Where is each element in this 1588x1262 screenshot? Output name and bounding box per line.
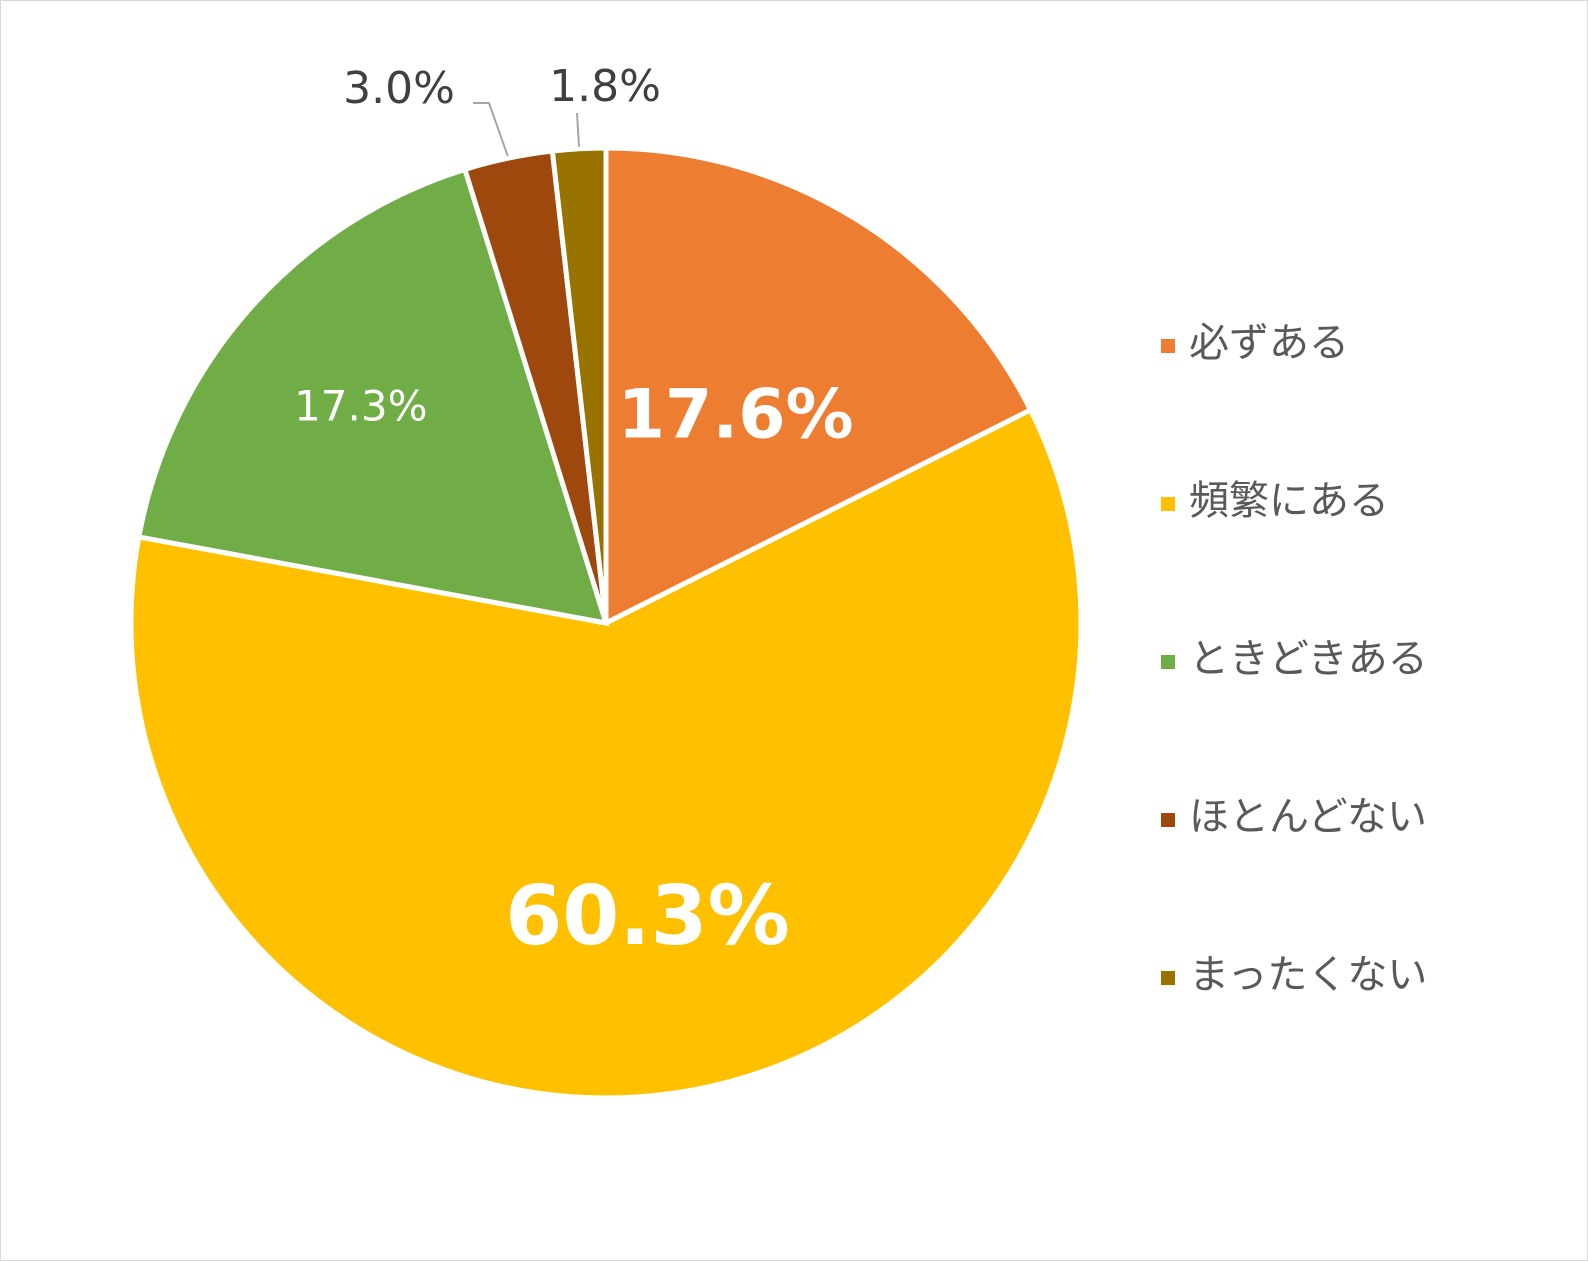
legend-label-hotondo: ほとんどない bbox=[1189, 794, 1427, 840]
legend-label-hinpan: 頻繁にある bbox=[1189, 478, 1389, 524]
legend-label-hitsuzu: 必ずある bbox=[1189, 320, 1349, 366]
legend-swatch-hotondo bbox=[1161, 813, 1175, 827]
legend-swatch-hitsuzu bbox=[1161, 339, 1175, 353]
legend-item-hitsuzu: 必ずある bbox=[1161, 309, 1561, 467]
pie-slice-hinpan bbox=[128, 406, 1084, 1101]
legend-item-hinpan: 頻繁にある bbox=[1161, 467, 1561, 625]
data-label-hitsuzu: 17.6% bbox=[618, 375, 854, 454]
pie-slice-mattaku bbox=[549, 145, 609, 624]
data-label-tokidoki: 17.3% bbox=[294, 382, 427, 431]
legend-item-hotondo: ほとんどない bbox=[1161, 783, 1561, 941]
data-label-hinpan: 60.3% bbox=[505, 869, 789, 964]
legend-label-tokidoki: ときどきある bbox=[1189, 636, 1428, 682]
pie-slices bbox=[128, 145, 1084, 1101]
data-label-mattaku: 1.8% bbox=[549, 61, 661, 112]
legend: 必ずある 頻繁にある ときどきある ほとんどない まったくない bbox=[1161, 309, 1561, 1099]
legend-item-tokidoki: ときどきある bbox=[1161, 625, 1561, 783]
pie-slice-hitsuzu bbox=[603, 145, 1034, 628]
data-label-hotondo: 3.0% bbox=[343, 63, 455, 114]
pie-slice-tokidoki bbox=[135, 166, 610, 627]
legend-item-mattaku: まったくない bbox=[1161, 941, 1561, 1099]
legend-label-mattaku: まったくない bbox=[1189, 952, 1428, 998]
leader-lines bbox=[473, 102, 580, 157]
leader-line-mattaku bbox=[576, 112, 580, 147]
legend-swatch-mattaku bbox=[1161, 971, 1175, 985]
legend-swatch-hinpan bbox=[1161, 497, 1175, 511]
legend-swatch-tokidoki bbox=[1161, 655, 1175, 669]
data-labels: 17.6% 60.3% 17.3% 3.0% 1.8% bbox=[294, 61, 854, 964]
leader-line-hotondo bbox=[473, 102, 509, 157]
